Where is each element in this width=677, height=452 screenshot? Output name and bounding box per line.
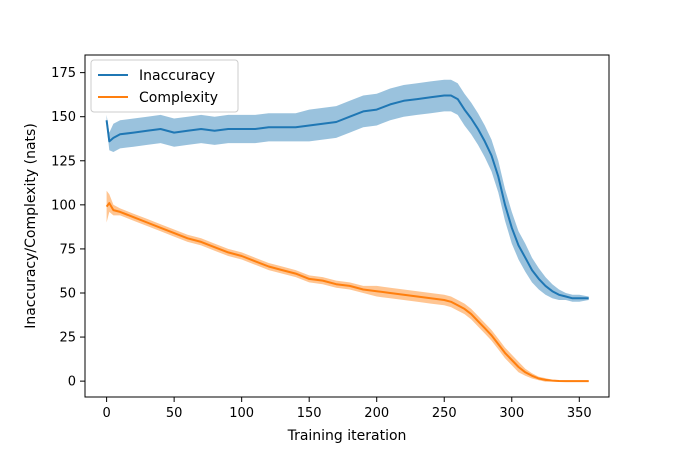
legend-box <box>90 59 239 113</box>
band-inaccuracy <box>106 79 589 302</box>
x-tick-label: 200 <box>364 406 389 421</box>
x-tick-label: 300 <box>499 406 524 421</box>
y-tick-label: 75 <box>59 242 76 257</box>
line-complexity <box>105 202 589 383</box>
y-tick-label: 0 <box>68 375 76 390</box>
y-tick-label: 125 <box>51 154 76 169</box>
legend: Inaccuracy Complexity <box>90 59 239 113</box>
y-tick-label: 175 <box>51 66 76 81</box>
x-tick-label: 150 <box>297 406 322 421</box>
x-axis-label: Training iteration <box>287 428 407 444</box>
x-tick-label: 350 <box>567 406 592 421</box>
y-tick-label: 100 <box>51 198 76 213</box>
legend-label-inaccuracy: Inaccuracy <box>139 68 215 84</box>
x-tick-label: 250 <box>432 406 457 421</box>
series-lines <box>105 94 589 383</box>
confidence-bands <box>106 79 589 382</box>
y-axis-label: Inaccuracy/Complexity (nats) <box>23 123 39 329</box>
x-tick-label: 100 <box>229 406 254 421</box>
y-tick-label: 50 <box>59 286 76 301</box>
x-tick-label: 50 <box>166 406 183 421</box>
x-tick-label: 0 <box>102 406 110 421</box>
y-tick-label: 150 <box>51 110 76 125</box>
line-inaccuracy <box>105 94 589 300</box>
x-axis-ticks: 0 50 100 150 200 250 300 350 <box>102 397 592 421</box>
plot-frame <box>84 54 610 398</box>
y-tick-label: 25 <box>59 331 76 346</box>
y-axis-ticks: 0 25 50 75 100 125 150 175 <box>51 66 85 390</box>
legend-label-complexity: Complexity <box>139 90 218 106</box>
